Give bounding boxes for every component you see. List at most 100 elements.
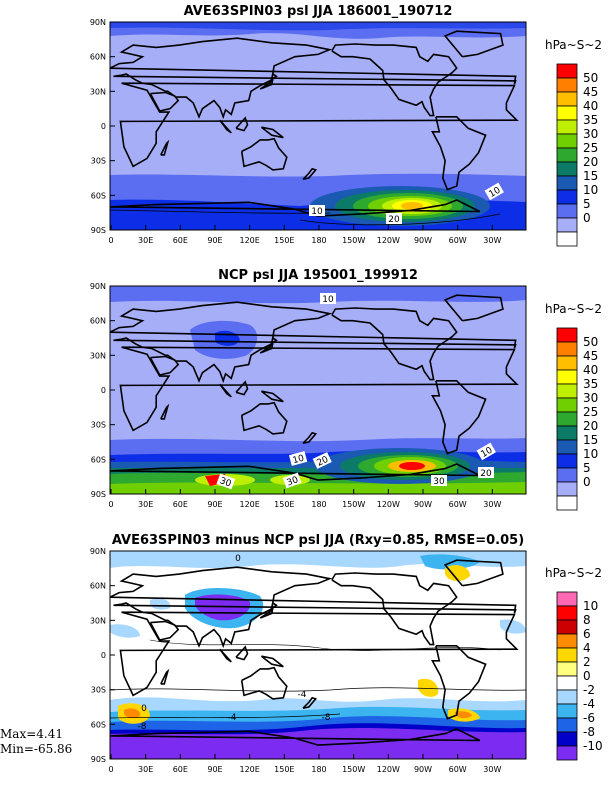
lat-tick-label: 0 [101, 651, 106, 660]
coastline [240, 137, 288, 171]
lon-tick-label: 90W [414, 500, 432, 509]
colorbar-box [556, 619, 578, 635]
lon-tick-label: 120W [377, 236, 400, 245]
colorbar-box [556, 369, 578, 385]
coastline [235, 645, 249, 661]
coastline [331, 43, 458, 117]
panel-2-contour-label: 30 [433, 477, 445, 487]
lat-tick-label: 60S [91, 720, 106, 729]
coastline [431, 379, 487, 455]
lat-tick-label: 0 [101, 122, 106, 131]
colorbar-box [556, 481, 578, 497]
colorbar-box [556, 217, 578, 233]
coastline [302, 167, 318, 180]
lon-tick-label: 60E [173, 236, 188, 245]
lon-tick-label: 90W [414, 236, 432, 245]
panel-3-contour-label: -8 [138, 722, 147, 732]
colorbar-label: 6 [583, 627, 591, 641]
colorbar-box [556, 647, 578, 663]
colorbar-box [556, 661, 578, 677]
colorbar-box [556, 355, 578, 371]
lon-tick-label: 90E [207, 765, 222, 774]
lat-tick-label: 90S [91, 226, 106, 235]
coastline [331, 572, 458, 646]
lon-tick-label: 90W [414, 765, 432, 774]
colorbar-box [556, 147, 578, 163]
colorbar-box [556, 341, 578, 357]
lat-tick-label: 60N [90, 53, 106, 62]
coastline [259, 601, 278, 619]
coastline [219, 648, 232, 663]
lon-tick-label: 150W [342, 500, 365, 509]
coastline [431, 644, 487, 720]
panel-1-title: AVE63SPIN03 psl JJA 186001_190712 [184, 4, 453, 19]
colorbar-label: 0 [583, 475, 591, 489]
lat-tick-label: 30S [91, 686, 106, 695]
colorbar-label: 25 [583, 141, 598, 155]
colorbar-label: 30 [583, 391, 598, 405]
coastline [443, 559, 504, 587]
colorbar-label: 20 [583, 155, 598, 169]
coastline [235, 116, 249, 132]
panel-3-contour-label: 0 [141, 704, 147, 714]
lat-tick-label: 30N [90, 351, 106, 360]
panel-1-units: hPa~S~2 [545, 38, 602, 52]
colorbar-box [556, 63, 578, 79]
coastline [149, 620, 180, 641]
colorbar-box [556, 161, 578, 177]
panel-3-field [110, 551, 526, 759]
lon-tick-label: 150W [342, 236, 365, 245]
colorbar-label: 35 [583, 113, 598, 127]
colorbar-label: 15 [583, 433, 598, 447]
colorbar-box [556, 203, 578, 219]
colorbar-box [556, 397, 578, 413]
panel-2-contour-label: 30 [286, 475, 300, 488]
coastline [302, 696, 318, 709]
colorbar-box [556, 703, 578, 719]
panel-1: AVE63SPIN03 psl JJA 186001_190712 [90, 4, 602, 247]
colorbar-box [556, 439, 578, 455]
lat-tick-label: 60N [90, 317, 106, 326]
coastline [160, 403, 170, 420]
colorbar-box [556, 231, 578, 247]
lat-tick-label: 90N [90, 282, 106, 291]
coastline [443, 30, 504, 58]
coastline [302, 431, 318, 444]
colorbar-box [556, 119, 578, 135]
colorbar-label: -6 [583, 711, 595, 725]
coastline [119, 346, 519, 432]
colorbar-box [556, 425, 578, 441]
panel-2-contour-label: 20 [480, 469, 492, 479]
colorbar-label: 5 [583, 461, 591, 475]
coastline [259, 336, 278, 354]
lat-tick-label: 30S [91, 421, 106, 430]
coastline [160, 668, 170, 685]
lon-tick-label: 120E [240, 765, 260, 774]
min-label: Min=-65.86 [0, 742, 72, 756]
colorbar-label: 2 [583, 655, 591, 669]
colorbar-box [556, 605, 578, 621]
lon-tick-label: 60E [173, 500, 188, 509]
coastline [110, 566, 517, 649]
colorbar-box [556, 689, 578, 705]
panel-3: AVE63SPIN03 minus NCP psl JJA (Rxy=0.85,… [0, 533, 603, 774]
coastline [149, 91, 180, 112]
colorbar-box [556, 383, 578, 399]
colorbar-box [556, 77, 578, 93]
lon-tick-label: 60W [449, 765, 467, 774]
coastline [110, 301, 517, 384]
coastline [110, 463, 481, 481]
lon-tick-label: 60W [449, 236, 467, 245]
colorbar-box [556, 467, 578, 483]
lat-tick-label: 90S [91, 755, 106, 764]
colorbar-label: 8 [583, 613, 591, 627]
lon-tick-label: 150E [274, 500, 294, 509]
panel-3-contour-label: 0 [235, 554, 241, 564]
lon-tick-label: 30W [483, 765, 501, 774]
colorbar-box [556, 189, 578, 205]
panel-3-contour-label: -4 [228, 713, 237, 723]
lon-tick-label: 120E [240, 236, 260, 245]
panel-3-units: hPa~S~2 [545, 566, 602, 580]
lon-tick-label: 60W [449, 500, 467, 509]
